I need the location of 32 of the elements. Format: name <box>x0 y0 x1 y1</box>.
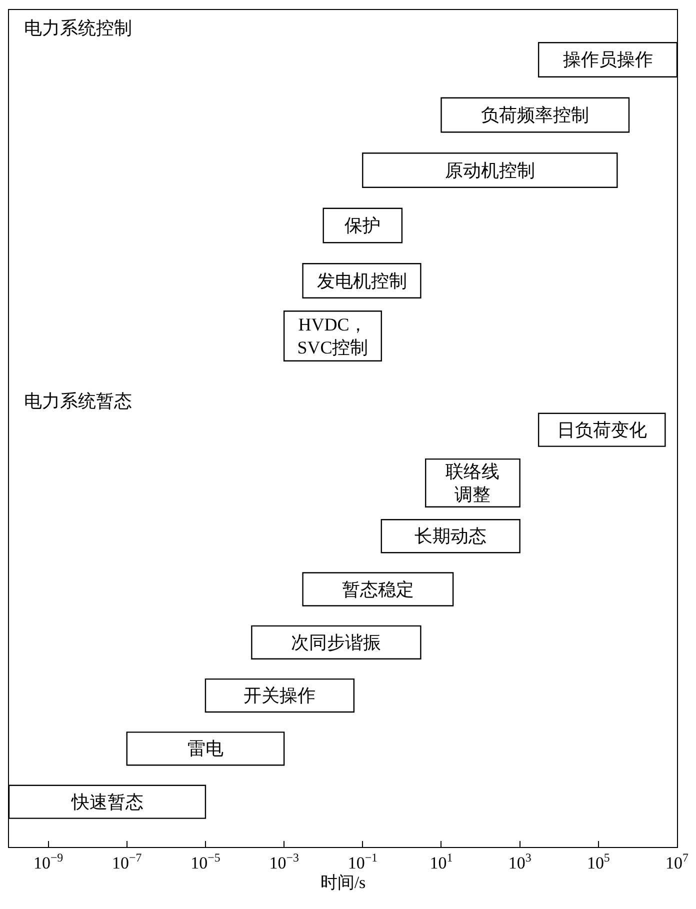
x-tick-label: 10$^{−9}$ <box>33 850 64 873</box>
category-label: 操作员操作 <box>562 50 653 70</box>
x-tick-label: 10$^{7}$ <box>666 850 689 873</box>
bar <box>362 152 618 188</box>
x-tick-label: 10$^{−7}$ <box>112 850 142 873</box>
y-tick-label: 次同步谐振 <box>291 632 382 652</box>
y-tick-label: 快速暂态 <box>70 792 144 812</box>
category-label: HVDC，SVC控制 <box>297 314 368 358</box>
category-label: 保护 <box>344 216 381 236</box>
bar <box>322 208 403 244</box>
x-tick-label: 10$^{5}$ <box>586 850 610 873</box>
x-tick-label: 10$^{1}$ <box>430 850 453 873</box>
category-label: 负荷频率控制 <box>481 104 590 125</box>
x-axis-title: 时间/s <box>320 872 366 892</box>
y-tick-label: 雷电 <box>187 738 224 759</box>
x-tick-label: 10$^{−5}$ <box>190 850 220 873</box>
category-label: 原动机控制 <box>444 160 535 180</box>
bar <box>204 678 355 713</box>
chart-title: 电力系统控制 <box>24 18 132 38</box>
x-tick-label: 10$^{−1}$ <box>348 850 378 873</box>
y-tick-label: 暂态稳定 <box>342 579 414 600</box>
bar <box>302 572 454 606</box>
y-tick-label: 长期动态 <box>414 526 487 546</box>
x-tick-label: 10$^{−3}$ <box>269 850 299 873</box>
bar <box>126 732 285 766</box>
category-label: 发电机控制 <box>316 270 407 291</box>
y-tick-label: 开关操作 <box>244 686 316 706</box>
bar <box>380 519 520 554</box>
y-tick-label: 联络线调整 <box>446 461 500 505</box>
x-tick-label: 10$^{3}$ <box>508 850 532 873</box>
text: 电力系统暂态 <box>24 391 132 411</box>
y-tick-label: 日负荷变化 <box>556 420 647 440</box>
